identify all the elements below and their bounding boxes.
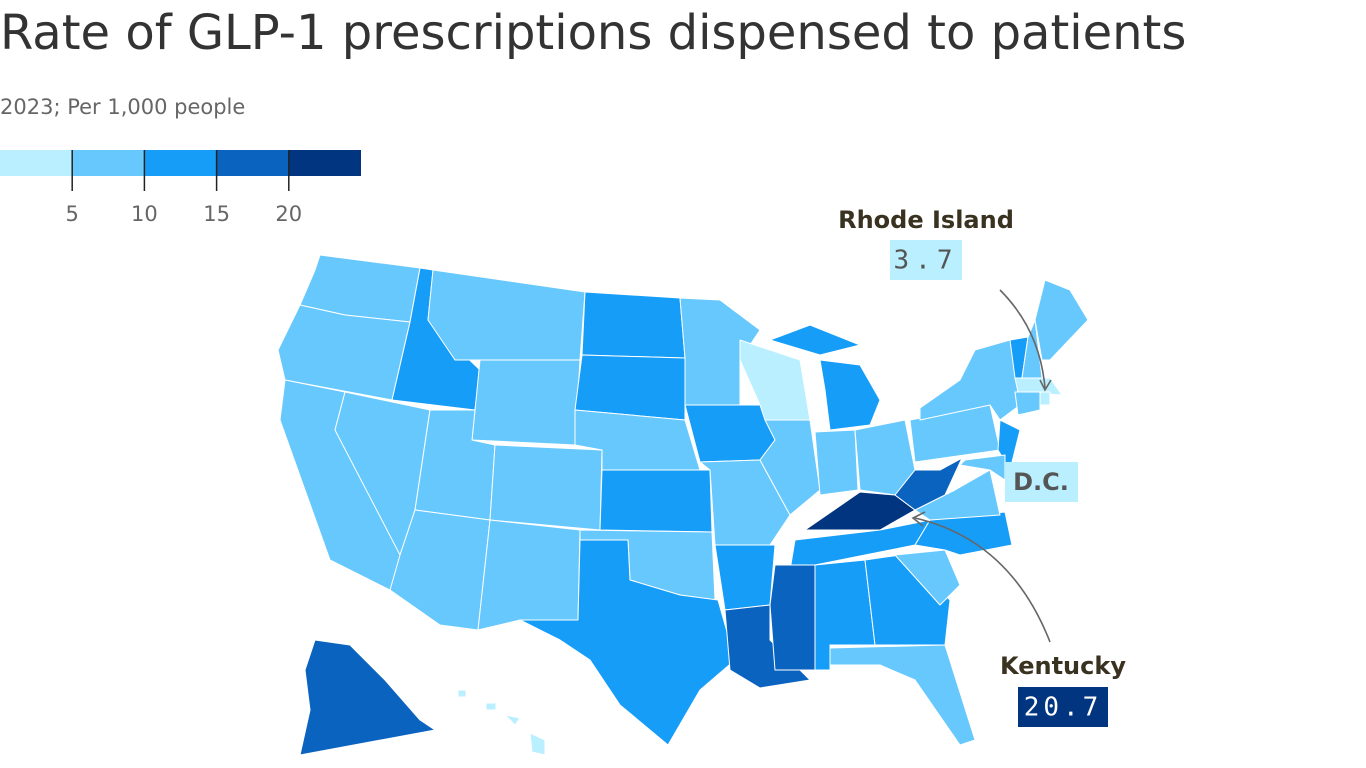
state xyxy=(599,469,713,533)
legend-tick-label: 15 xyxy=(203,202,230,226)
legend: 5 10 15 20 xyxy=(0,150,361,226)
state xyxy=(829,644,976,746)
state xyxy=(1034,279,1089,361)
state xyxy=(819,359,881,431)
legend-swatch xyxy=(288,150,361,176)
arrow xyxy=(999,289,1046,389)
annotation-label: Kentucky xyxy=(1000,652,1126,680)
state xyxy=(959,454,1006,481)
annotation-label: D.C. xyxy=(1013,468,1069,496)
annotation-value: 3.7 xyxy=(894,246,959,276)
state xyxy=(489,444,603,531)
legend-tick-label: 10 xyxy=(131,202,158,226)
legend-tick-label: 20 xyxy=(275,202,302,226)
arrows xyxy=(911,289,1052,643)
state xyxy=(457,689,467,698)
state xyxy=(529,732,546,756)
states xyxy=(277,254,1089,756)
state xyxy=(894,457,963,511)
arrow xyxy=(914,517,1051,643)
title: Rate of GLP-1 prescriptions dispensed to… xyxy=(0,5,1186,61)
state xyxy=(1039,391,1051,406)
legend-swatch xyxy=(144,150,217,176)
state xyxy=(519,539,736,746)
state xyxy=(574,354,686,421)
state xyxy=(1014,391,1041,416)
state xyxy=(485,702,497,711)
legend-swatch xyxy=(0,150,73,176)
state xyxy=(581,291,686,359)
state xyxy=(471,359,581,446)
state xyxy=(427,269,586,361)
arrow-head xyxy=(1039,379,1052,392)
legend-tick-label: 5 xyxy=(66,202,79,226)
state xyxy=(769,564,816,671)
annotations: Rhode Island 3.7 D.C. Kentucky 20.7 xyxy=(838,206,1126,727)
state xyxy=(814,429,859,496)
arrow-head xyxy=(911,511,926,527)
subtitle: 2023; Per 1,000 people xyxy=(0,95,245,119)
state xyxy=(299,639,436,756)
state xyxy=(919,339,1021,421)
state xyxy=(914,469,1001,521)
state xyxy=(759,419,821,516)
state xyxy=(477,519,581,631)
legend-swatch xyxy=(72,150,145,176)
legend-swatch xyxy=(216,150,289,176)
state xyxy=(504,714,521,726)
state xyxy=(684,404,776,463)
state xyxy=(864,554,951,646)
annotation-value: 20.7 xyxy=(1024,693,1103,723)
annotation-label: Rhode Island xyxy=(838,206,1014,234)
annotation-box xyxy=(1005,462,1078,502)
state xyxy=(894,549,961,606)
annotation-box xyxy=(1018,687,1108,727)
annotation-box xyxy=(890,240,962,280)
state xyxy=(679,297,761,406)
state xyxy=(714,544,776,611)
state xyxy=(769,324,861,356)
